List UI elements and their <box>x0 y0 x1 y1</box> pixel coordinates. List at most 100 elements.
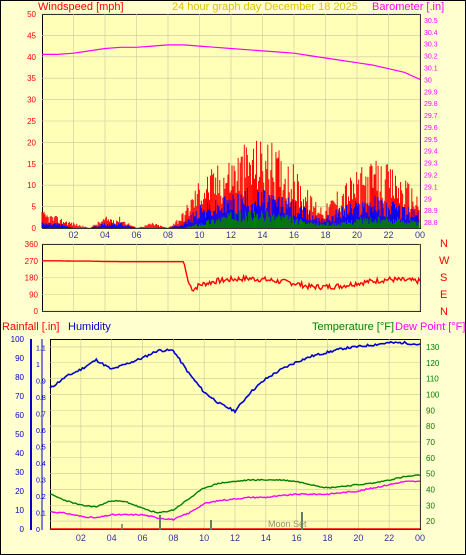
rht-x-tick-label: 04 <box>107 533 117 543</box>
windspeed-tick-label: 25 <box>27 117 36 126</box>
barometer-tick-label: 28.8 <box>424 220 438 227</box>
humidity-tick-label: 70 <box>15 392 24 401</box>
windspeed-tick-label: 35 <box>27 74 36 83</box>
rainfall-axis-title: Rainfall [.in] <box>2 321 59 333</box>
rainfall-tick-label: 0.6 <box>36 428 46 435</box>
direction-tick-label: 0 <box>34 307 39 316</box>
rht-x-tick-label: 18 <box>322 533 332 543</box>
compass-w: W <box>439 255 450 267</box>
barometer-tick-label: 30.2 <box>424 54 438 61</box>
barometer-line <box>42 44 421 80</box>
temperature-line <box>49 474 421 514</box>
humidity-tick-label: 30 <box>15 468 24 477</box>
temperature-ticks: 20 30 40 50 60 70 80 90 100 110 120 130 <box>426 343 440 526</box>
wind-time-ticks: 02 04 06 08 10 12 14 16 18 20 22 00 <box>68 230 425 240</box>
dewpoint-line <box>49 480 420 521</box>
barometer-tick-label: 29.5 <box>424 137 438 144</box>
rainfall-tick-label: 0 <box>36 527 40 534</box>
windspeed-tick-label: 5 <box>32 203 37 212</box>
humidity-tick-label: 40 <box>15 449 24 458</box>
rht-grid <box>50 339 421 529</box>
rht-x-tick-label: 06 <box>137 533 147 543</box>
barometer-tick-label: 30.4 <box>424 30 438 37</box>
direction-tick-label: 360 <box>25 240 39 249</box>
barometer-tick-label: 29.6 <box>424 125 438 132</box>
barometer-tick-label: 29.3 <box>424 161 438 168</box>
compass-s: S <box>440 272 447 284</box>
barometer-tick-label: 29.2 <box>424 173 438 180</box>
barometer-tick-label: 29 <box>424 196 432 203</box>
compass-labels: N W S E N <box>439 238 450 318</box>
wind-x-tick-label: 02 <box>68 230 78 240</box>
humidity-line <box>49 340 421 414</box>
humidity-tick-label: 80 <box>15 373 24 382</box>
rht-x-tick-label: 12 <box>230 533 240 543</box>
compass-n-top: N <box>440 238 448 250</box>
wind-x-tick-label: 18 <box>320 230 330 240</box>
windspeed-tick-label: 30 <box>27 96 36 105</box>
rht-x-tick-label: 00 <box>415 533 425 543</box>
barometer-ticks: 28.8 28.9 29 29.1 29.2 29.3 29.4 29.5 29.6 29.7 29… <box>424 18 438 227</box>
temperature-tick-label: 30 <box>426 501 435 510</box>
wind-x-tick-label: 06 <box>131 230 141 240</box>
windspeed-tick-label: 50 <box>27 10 36 19</box>
wind-series <box>41 140 420 228</box>
humidity-tick-label: 20 <box>15 487 24 496</box>
rainfall-tick-label: 0.3 <box>36 477 46 484</box>
barometer-tick-label: 29.1 <box>424 184 438 191</box>
barometer-tick-label: 30.5 <box>424 18 438 25</box>
wind-direction-line <box>42 260 421 293</box>
rht-plot-area <box>50 339 421 530</box>
wind-x-tick-label: 04 <box>100 230 110 240</box>
rht-x-tick-label: 10 <box>199 533 209 543</box>
rainfall-tick-label: 1 <box>36 362 40 369</box>
temperature-tick-label: 20 <box>426 517 435 526</box>
windspeed-tick-label: 20 <box>27 138 36 147</box>
temperature-tick-label: 110 <box>426 375 439 384</box>
temperature-tick-label: 70 <box>426 438 435 447</box>
direction-tick-label: 180 <box>25 274 39 283</box>
rainfall-tick-label: 0.1 <box>36 510 46 517</box>
humidity-tick-label: 60 <box>15 411 24 420</box>
wind-x-tick-label: 16 <box>289 230 299 240</box>
barometer-tick-label: 29.7 <box>424 113 438 120</box>
dewpoint-axis-title: Dew Point [°F] <box>395 321 465 333</box>
temperature-tick-label: 80 <box>426 422 435 431</box>
rht-x-tick-label: 20 <box>353 533 363 543</box>
barometer-tick-label: 30.1 <box>424 66 438 73</box>
humidity-tick-label: 50 <box>15 430 24 439</box>
humidity-axis-title: Humidity <box>68 321 111 333</box>
wind-x-tick-label: 00 <box>415 230 425 240</box>
rht-x-tick-label: 02 <box>76 533 86 543</box>
rainfall-tick-label: 0.5 <box>36 444 46 451</box>
humidity-tick-label: 10 <box>15 506 24 515</box>
humidity-tick-label: 100 <box>11 335 25 344</box>
direction-tick-label: 270 <box>25 257 39 266</box>
rht-x-tick-label: 16 <box>292 533 302 543</box>
humidity-tick-label: 90 <box>15 354 24 363</box>
barometer-tick-label: 30 <box>424 77 432 84</box>
temperature-tick-label: 120 <box>426 359 440 368</box>
windspeed-tick-label: 45 <box>27 31 36 40</box>
temperature-tick-label: 60 <box>426 454 435 463</box>
temperature-axis-title: Temperature [°F] <box>312 321 394 333</box>
graph-title: 24 hour graph day December 18 2025 <box>172 1 358 13</box>
rainfall-tick-label: 0.9 <box>36 378 46 385</box>
windspeed-tick-label: 40 <box>27 53 36 62</box>
rainfall-tick-label: 0.4 <box>36 461 46 468</box>
rainfall-tick-label: 0.8 <box>36 395 46 402</box>
direction-tick-label: 90 <box>29 290 38 299</box>
humidity-tick-label: 0 <box>20 525 25 534</box>
temperature-tick-label: 40 <box>426 485 435 494</box>
direction-ticks: 0 90 180 270 360 <box>25 240 39 316</box>
direction-grid <box>42 243 421 312</box>
wind-x-tick-label: 20 <box>352 230 362 240</box>
windspeed-tick-label: 0 <box>32 224 37 233</box>
wind-direction-panel: 0 90 180 270 360 N W S E N <box>25 238 450 318</box>
rainfall-tick-label: 0.7 <box>36 411 46 418</box>
rht-x-tick-label: 08 <box>168 533 178 543</box>
wind-x-tick-label: 12 <box>226 230 236 240</box>
rht-x-tick-label: 14 <box>261 533 271 543</box>
